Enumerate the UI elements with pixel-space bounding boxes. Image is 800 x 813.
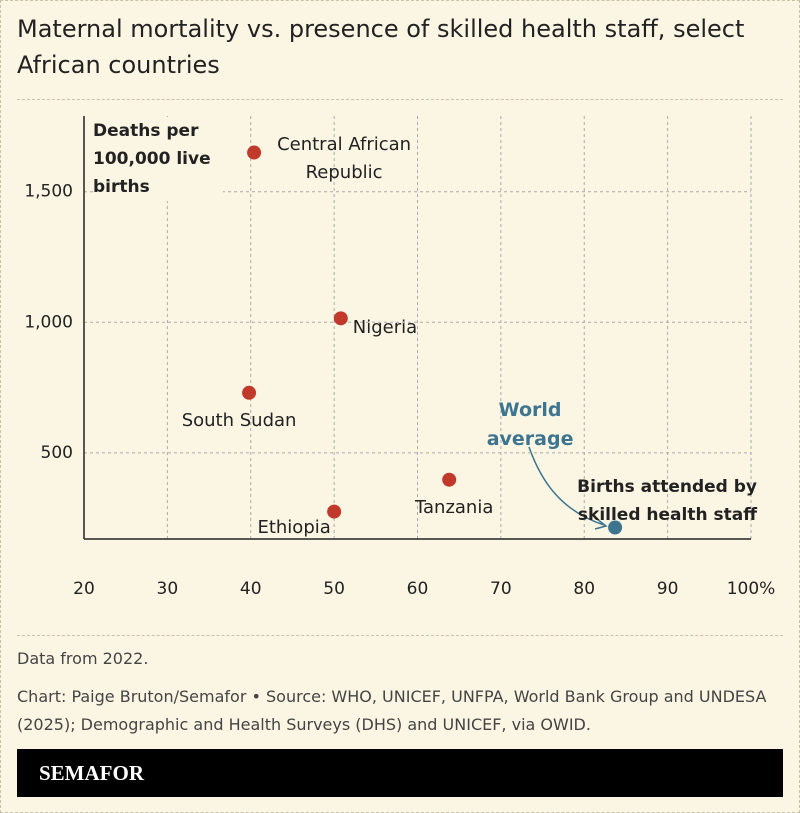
point-label: Tanzania [414,496,494,518]
x-tick-label: 100% [727,579,776,599]
x-tick-label: 50 [323,579,345,599]
point [327,504,342,519]
x-tick-label: 20 [73,579,95,599]
point [247,145,262,160]
y-tick-label: 1,000 [24,312,73,332]
brand: SEMAFOR [39,761,144,785]
x-tick-label: 40 [240,579,262,599]
point [333,311,348,326]
y-tick-label: 500 [41,443,73,463]
source: Chart: Paige Bruton/Semafor • Source: WH… [17,687,767,734]
point-label: South Sudan [181,409,297,431]
point [608,520,623,535]
chart: 20 30 40 50 60 70 80 90 100% 500 1,000 1,500 [24,116,776,599]
brand-bar: SEMAFOR [17,749,783,797]
x-tick-label: 60 [407,579,429,599]
point-label: Central African Republic [277,133,412,183]
x-tick-label: 30 [157,579,179,599]
point-label: Ethiopia [257,516,331,538]
x-tick-label: 70 [490,579,512,599]
note: Data from 2022. [17,649,149,668]
x-axis-label: Births attended by skilled health staff [577,477,757,525]
y-tick-label: 1,500 [24,182,73,202]
point [242,385,257,400]
point [442,472,457,487]
x-tick-label: 90 [657,579,679,599]
divider [17,635,783,636]
point-label: World average [486,398,574,450]
x-tick-label: 80 [573,579,595,599]
arrow-head [594,518,608,530]
divider [17,99,783,100]
y-axis-label: Deaths per 100,000 live births [93,117,223,201]
point-label: Nigeria [352,317,418,339]
annotation-arrow [528,446,605,526]
chart-title: Maternal mortality vs. presence of skill… [17,15,745,79]
